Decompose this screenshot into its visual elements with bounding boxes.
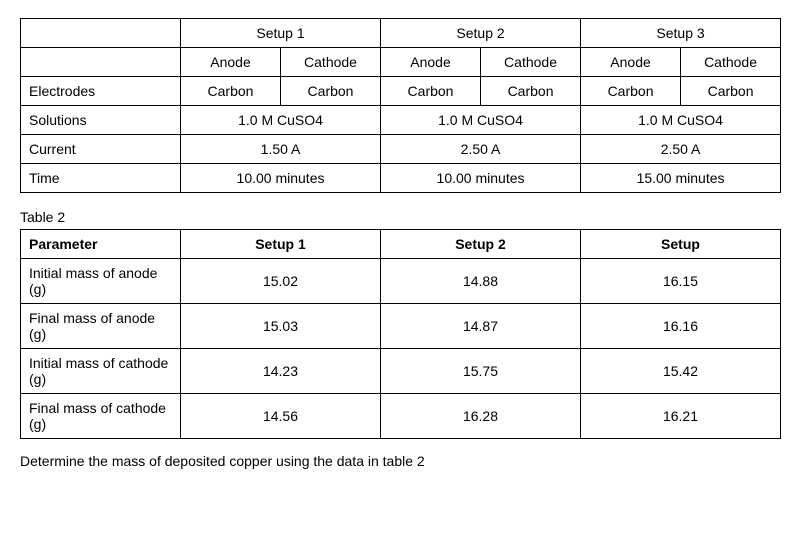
row-label: Final mass of anode (g) <box>21 304 181 349</box>
setup-header: Setup 2 <box>381 19 581 48</box>
row-label: Solutions <box>21 106 181 135</box>
table-row: Current 1.50 A 2.50 A 2.50 A <box>21 135 781 164</box>
blank-cell <box>21 19 181 48</box>
setup-conditions-table: Setup 1 Setup 2 Setup 3 Anode Cathode An… <box>20 18 781 193</box>
electrode-subheader: Cathode <box>481 48 581 77</box>
cell: 15.42 <box>581 349 781 394</box>
row-label: Initial mass of cathode (g) <box>21 349 181 394</box>
table-header-row: Parameter Setup 1 Setup 2 Setup <box>21 230 781 259</box>
table-row: Final mass of anode (g) 15.03 14.87 16.1… <box>21 304 781 349</box>
table-row: Final mass of cathode (g) 14.56 16.28 16… <box>21 394 781 439</box>
cell: 14.23 <box>181 349 381 394</box>
electrode-subheader: Anode <box>381 48 481 77</box>
row-label: Time <box>21 164 181 193</box>
row-label: Initial mass of anode (g) <box>21 259 181 304</box>
column-header: Parameter <box>21 230 181 259</box>
cell: 14.56 <box>181 394 381 439</box>
cell: 2.50 A <box>581 135 781 164</box>
blank-cell <box>21 48 181 77</box>
cell: 15.00 minutes <box>581 164 781 193</box>
electrode-subheader: Anode <box>181 48 281 77</box>
electrode-subheader: Cathode <box>681 48 781 77</box>
table2-caption: Table 2 <box>20 209 782 225</box>
cell: 1.0 M CuSO4 <box>181 106 381 135</box>
column-header: Setup 1 <box>181 230 381 259</box>
cell: 16.16 <box>581 304 781 349</box>
cell: 10.00 minutes <box>381 164 581 193</box>
table-row: Anode Cathode Anode Cathode Anode Cathod… <box>21 48 781 77</box>
table-row: Electrodes Carbon Carbon Carbon Carbon C… <box>21 77 781 106</box>
cell: 1.50 A <box>181 135 381 164</box>
table-row: Initial mass of anode (g) 15.02 14.88 16… <box>21 259 781 304</box>
table-row: Initial mass of cathode (g) 14.23 15.75 … <box>21 349 781 394</box>
cell: 16.21 <box>581 394 781 439</box>
cell: 2.50 A <box>381 135 581 164</box>
column-header: Setup <box>581 230 781 259</box>
cell: Carbon <box>581 77 681 106</box>
cell: Carbon <box>281 77 381 106</box>
row-label: Final mass of cathode (g) <box>21 394 181 439</box>
row-label: Electrodes <box>21 77 181 106</box>
cell: 14.88 <box>381 259 581 304</box>
cell: 16.28 <box>381 394 581 439</box>
cell: Carbon <box>481 77 581 106</box>
cell: Carbon <box>681 77 781 106</box>
cell: 1.0 M CuSO4 <box>581 106 781 135</box>
setup-header: Setup 1 <box>181 19 381 48</box>
setup-header: Setup 3 <box>581 19 781 48</box>
table-row: Time 10.00 minutes 10.00 minutes 15.00 m… <box>21 164 781 193</box>
cell: Carbon <box>381 77 481 106</box>
question-text: Determine the mass of deposited copper u… <box>20 453 782 469</box>
row-label: Current <box>21 135 181 164</box>
cell: 1.0 M CuSO4 <box>381 106 581 135</box>
electrode-subheader: Cathode <box>281 48 381 77</box>
cell: Carbon <box>181 77 281 106</box>
table-row: Solutions 1.0 M CuSO4 1.0 M CuSO4 1.0 M … <box>21 106 781 135</box>
cell: 10.00 minutes <box>181 164 381 193</box>
mass-data-table: Parameter Setup 1 Setup 2 Setup Initial … <box>20 229 781 439</box>
cell: 16.15 <box>581 259 781 304</box>
table-row: Setup 1 Setup 2 Setup 3 <box>21 19 781 48</box>
column-header: Setup 2 <box>381 230 581 259</box>
cell: 15.03 <box>181 304 381 349</box>
cell: 15.02 <box>181 259 381 304</box>
electrode-subheader: Anode <box>581 48 681 77</box>
cell: 15.75 <box>381 349 581 394</box>
cell: 14.87 <box>381 304 581 349</box>
